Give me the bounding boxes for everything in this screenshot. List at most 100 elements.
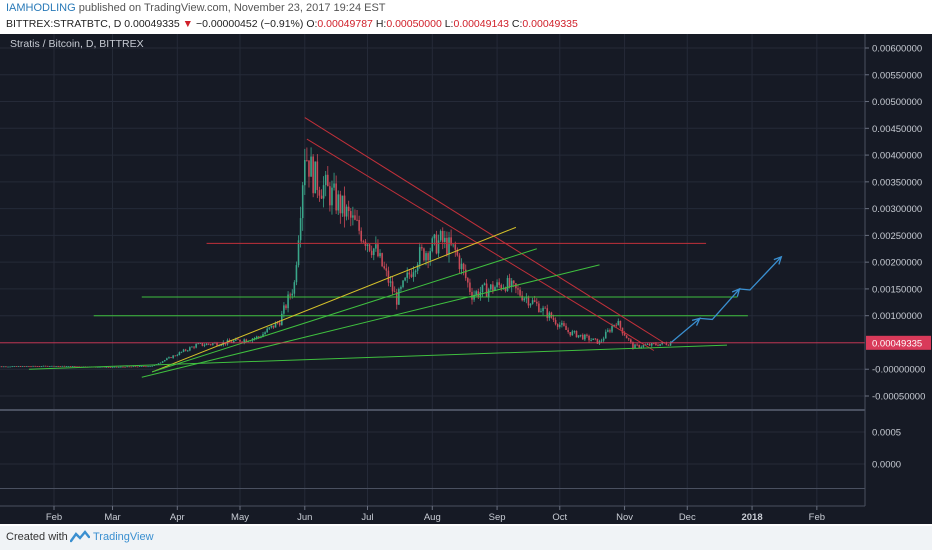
candle-down [356,219,358,221]
candle-up [337,194,340,211]
green-trend-line[interactable] [28,344,727,370]
candle-up [42,365,45,367]
candle-up [172,355,174,358]
candle-down [446,237,448,255]
candle-up [439,231,442,241]
tradingview-brand[interactable]: TradingView [93,531,154,543]
candle-down [316,161,319,191]
candle-up [613,324,615,327]
candle-down [544,307,546,309]
candle-up [345,206,348,217]
candle-down [563,323,565,326]
candle-down [521,295,523,301]
drawings-front[interactable] [0,117,865,378]
candle-up [120,366,122,368]
candle-down [395,292,398,305]
candle-up [111,366,114,368]
candle-down [320,195,323,199]
price-axis[interactable]: 0.00600000 0.00550000 0.00500000 0.00450000… [864,34,932,524]
candle-up [178,352,181,356]
candle-down [0,366,3,368]
y-tick-label: 0.00300000 [872,204,922,215]
projection-path[interactable] [670,256,782,344]
candle-up [220,344,222,346]
candle-down [76,366,78,368]
candle-up [414,270,417,273]
candle-up [669,342,672,346]
candle-down [387,270,390,283]
candle-up [531,300,534,304]
candle-up [607,330,609,332]
candle-down [109,367,112,368]
candle-down [636,344,638,346]
candle-up [431,238,434,252]
candle-down [569,332,572,336]
candle-down [46,365,49,367]
current-price-badge [866,335,931,350]
candle-down [115,366,118,368]
chart-area[interactable]: 0.00600000 0.00550000 0.00500000 0.00450000… [0,34,932,524]
y-tick-label: 0.00600000 [872,44,922,55]
yellow-trend-line[interactable] [152,226,517,373]
candle-up [140,366,143,367]
price-chart[interactable]: 0.00600000 0.00550000 0.00500000 0.00450000… [0,34,932,524]
candle-down [44,365,47,367]
candle-down [289,294,291,296]
candle-down [362,241,365,243]
candle-up [352,215,354,218]
x-tick-label: Jul [361,512,373,523]
candle-up [132,366,135,368]
candle-down [78,366,80,368]
candle-down [201,343,204,346]
x-tick-label: May [231,512,249,523]
y-tick-label: 0.00500000 [872,97,922,108]
candle-up [379,253,381,257]
candle-up [13,366,16,367]
candle-up [297,240,300,266]
candle-up [490,284,492,290]
candle-up [40,366,43,368]
red-trend-line[interactable] [304,117,665,344]
y-tick-label: 0.00350000 [872,177,922,188]
candle-up [573,330,576,332]
candle-up [646,344,649,345]
candle-down [519,289,521,296]
candle-up [483,283,486,285]
candle-up [176,355,179,356]
author-link[interactable]: IAMHODLING [6,2,76,14]
candle-down [667,344,670,346]
candle-up [425,253,427,261]
candle-down [565,325,567,330]
close-label: C: [511,18,523,30]
candle-down [567,329,569,333]
candle-up [611,326,613,332]
pane-divider [0,409,865,411]
candle-up [161,361,164,363]
candle-up [324,174,327,186]
candle-down [122,366,124,368]
candle-down [193,346,195,348]
candle-up [404,277,406,281]
price-change: −0.00000452 (−0.91%) [195,18,304,30]
candle-up [602,338,605,341]
candle-down [450,237,452,245]
candle-down [538,303,540,313]
candle-down [23,366,26,367]
candle-down [665,343,668,345]
candle-down [477,291,480,297]
candle-down [383,266,386,269]
red-trend-line[interactable] [306,138,655,351]
candle-up [151,365,154,367]
time-axis[interactable]: Feb Mar Apr May Jun Jul Aug Sep Oct Nov Dec 2018 Feb [0,505,865,524]
tradingview-logo-icon[interactable] [70,529,90,545]
green-trend-line[interactable] [152,248,537,373]
candle-down [53,365,55,367]
candle-down [441,231,444,243]
y-tick-label: -0.00000000 [872,365,925,376]
candle-down [381,253,383,267]
candle-up [642,345,645,347]
candle-down [648,344,651,346]
green-trend-line[interactable] [141,264,600,378]
candle-up [604,331,607,339]
candle-down [278,322,281,326]
